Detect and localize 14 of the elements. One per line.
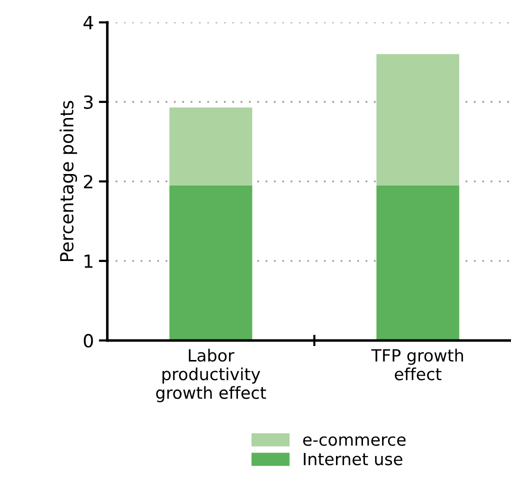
bar bbox=[376, 54, 460, 186]
y-tick-label: 2 bbox=[84, 174, 92, 188]
y-tick-label: 0 bbox=[84, 334, 93, 348]
y-axis-title: Percentage points bbox=[60, 100, 78, 262]
x-tick-label: TFP growth effect bbox=[371, 348, 463, 380]
bar bbox=[169, 107, 252, 186]
legend-label: Internet use bbox=[304, 452, 402, 466]
y-tick-label: 3 bbox=[84, 95, 93, 109]
x-tick-label: Labor productivity growth effect bbox=[156, 348, 266, 402]
bar bbox=[376, 185, 460, 340]
y-tick-label: 1 bbox=[84, 254, 92, 268]
y-tick-label: 4 bbox=[84, 16, 94, 30]
bar bbox=[169, 185, 252, 340]
legend-label: e-commerce bbox=[303, 436, 406, 446]
